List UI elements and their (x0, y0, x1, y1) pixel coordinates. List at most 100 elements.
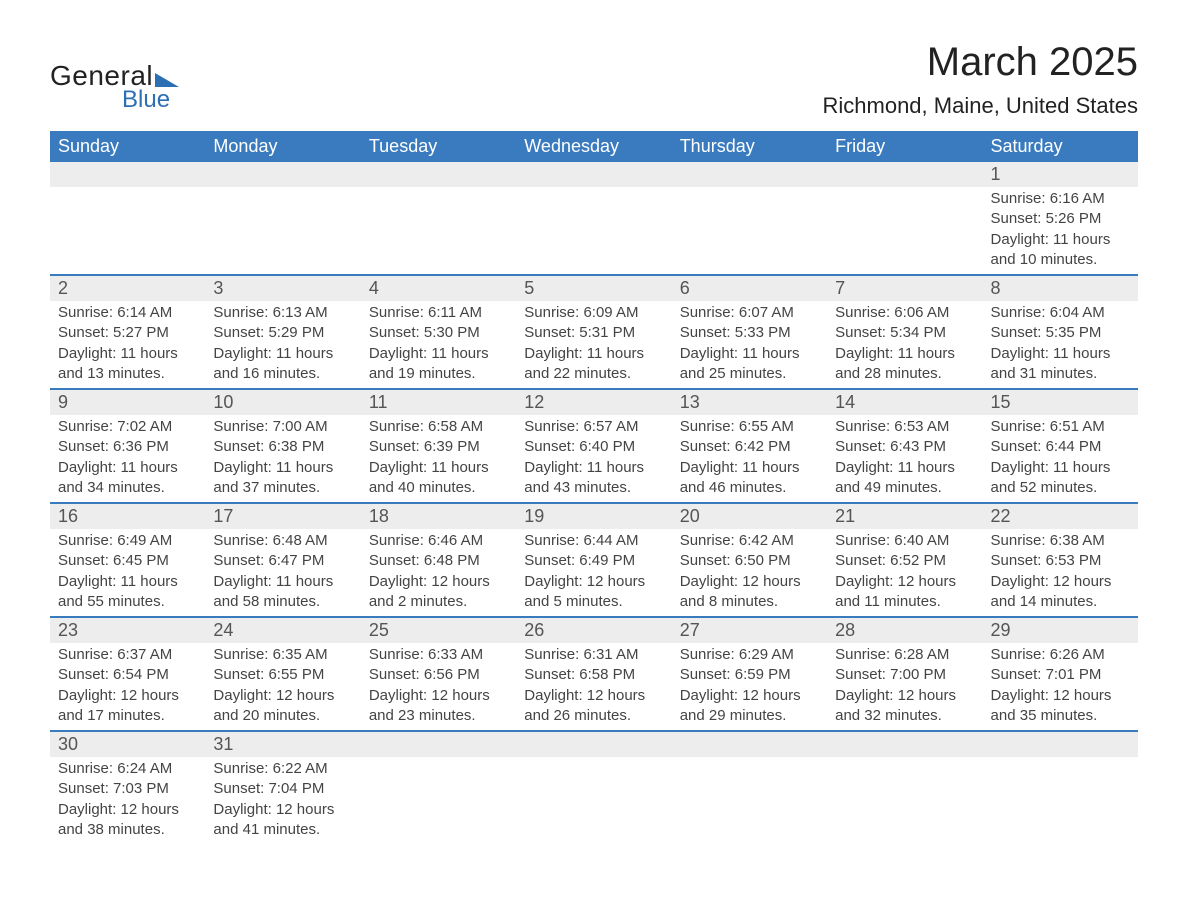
day-number-cell: 22 (983, 503, 1138, 529)
weekday-header: Monday (205, 131, 360, 162)
title-block: March 2025 Richmond, Maine, United State… (823, 40, 1139, 119)
day-content-cell (50, 187, 205, 275)
day-content: Sunrise: 6:38 AMSunset: 6:53 PMDaylight:… (983, 529, 1138, 616)
day-number-cell: 27 (672, 617, 827, 643)
day-number: 12 (516, 390, 671, 415)
day-content-cell (516, 757, 671, 844)
day-number-cell (205, 162, 360, 187)
day-content-cell (361, 757, 516, 844)
day-number-cell: 13 (672, 389, 827, 415)
day-number-cell: 15 (983, 389, 1138, 415)
day-number: 21 (827, 504, 982, 529)
day-content-cell: Sunrise: 6:42 AMSunset: 6:50 PMDaylight:… (672, 529, 827, 617)
day-number-cell (672, 731, 827, 757)
day-content: Sunrise: 6:55 AMSunset: 6:42 PMDaylight:… (672, 415, 827, 502)
day-number: 26 (516, 618, 671, 643)
day-content-cell: Sunrise: 6:49 AMSunset: 6:45 PMDaylight:… (50, 529, 205, 617)
day-number-cell (983, 731, 1138, 757)
day-number: 27 (672, 618, 827, 643)
day-number-cell (361, 731, 516, 757)
day-content-row: Sunrise: 6:16 AMSunset: 5:26 PMDaylight:… (50, 187, 1138, 275)
day-number-cell: 6 (672, 275, 827, 301)
day-content-cell: Sunrise: 7:00 AMSunset: 6:38 PMDaylight:… (205, 415, 360, 503)
day-content-cell: Sunrise: 6:29 AMSunset: 6:59 PMDaylight:… (672, 643, 827, 731)
day-number: 18 (361, 504, 516, 529)
day-number-cell: 24 (205, 617, 360, 643)
day-content: Sunrise: 6:11 AMSunset: 5:30 PMDaylight:… (361, 301, 516, 388)
day-number-row: 3031 (50, 731, 1138, 757)
day-content: Sunrise: 6:16 AMSunset: 5:26 PMDaylight:… (983, 187, 1138, 274)
day-content-cell: Sunrise: 6:28 AMSunset: 7:00 PMDaylight:… (827, 643, 982, 731)
day-content: Sunrise: 6:58 AMSunset: 6:39 PMDaylight:… (361, 415, 516, 502)
day-content-cell: Sunrise: 6:13 AMSunset: 5:29 PMDaylight:… (205, 301, 360, 389)
day-number: 5 (516, 276, 671, 301)
day-content-cell: Sunrise: 6:57 AMSunset: 6:40 PMDaylight:… (516, 415, 671, 503)
day-number: 25 (361, 618, 516, 643)
day-content-cell: Sunrise: 6:07 AMSunset: 5:33 PMDaylight:… (672, 301, 827, 389)
day-content-cell: Sunrise: 6:37 AMSunset: 6:54 PMDaylight:… (50, 643, 205, 731)
day-number-cell: 21 (827, 503, 982, 529)
day-number-cell: 7 (827, 275, 982, 301)
day-content-cell (827, 757, 982, 844)
day-number-cell: 31 (205, 731, 360, 757)
day-content: Sunrise: 6:35 AMSunset: 6:55 PMDaylight:… (205, 643, 360, 730)
day-content: Sunrise: 6:57 AMSunset: 6:40 PMDaylight:… (516, 415, 671, 502)
day-number: 10 (205, 390, 360, 415)
header: General Blue March 2025 Richmond, Maine,… (50, 40, 1138, 119)
day-number-cell: 28 (827, 617, 982, 643)
day-content-cell: Sunrise: 6:44 AMSunset: 6:49 PMDaylight:… (516, 529, 671, 617)
day-content-cell: Sunrise: 6:14 AMSunset: 5:27 PMDaylight:… (50, 301, 205, 389)
day-content: Sunrise: 7:00 AMSunset: 6:38 PMDaylight:… (205, 415, 360, 502)
day-content: Sunrise: 6:51 AMSunset: 6:44 PMDaylight:… (983, 415, 1138, 502)
location: Richmond, Maine, United States (823, 93, 1139, 119)
day-number-cell: 10 (205, 389, 360, 415)
day-content-cell: Sunrise: 6:40 AMSunset: 6:52 PMDaylight:… (827, 529, 982, 617)
weekday-header-row: SundayMondayTuesdayWednesdayThursdayFrid… (50, 131, 1138, 162)
day-content: Sunrise: 6:22 AMSunset: 7:04 PMDaylight:… (205, 757, 360, 844)
day-number-cell: 11 (361, 389, 516, 415)
day-content-cell: Sunrise: 6:58 AMSunset: 6:39 PMDaylight:… (361, 415, 516, 503)
day-content: Sunrise: 6:28 AMSunset: 7:00 PMDaylight:… (827, 643, 982, 730)
day-number: 30 (50, 732, 205, 757)
day-content-cell (516, 187, 671, 275)
day-number-cell: 3 (205, 275, 360, 301)
day-number: 11 (361, 390, 516, 415)
day-number: 8 (983, 276, 1138, 301)
logo: General Blue (50, 60, 179, 114)
day-number: 16 (50, 504, 205, 529)
day-content-row: Sunrise: 6:14 AMSunset: 5:27 PMDaylight:… (50, 301, 1138, 389)
day-number-cell: 2 (50, 275, 205, 301)
calendar-table: SundayMondayTuesdayWednesdayThursdayFrid… (50, 131, 1138, 844)
day-number: 4 (361, 276, 516, 301)
day-content-cell (983, 757, 1138, 844)
day-number-cell (361, 162, 516, 187)
day-content: Sunrise: 6:07 AMSunset: 5:33 PMDaylight:… (672, 301, 827, 388)
day-content-cell: Sunrise: 6:11 AMSunset: 5:30 PMDaylight:… (361, 301, 516, 389)
day-number-cell: 16 (50, 503, 205, 529)
day-content-cell: Sunrise: 6:09 AMSunset: 5:31 PMDaylight:… (516, 301, 671, 389)
day-number-cell (50, 162, 205, 187)
logo-text-blue: Blue (122, 86, 179, 114)
day-number-cell: 12 (516, 389, 671, 415)
day-number: 14 (827, 390, 982, 415)
day-number-cell: 19 (516, 503, 671, 529)
day-content-cell (205, 187, 360, 275)
day-number-cell: 23 (50, 617, 205, 643)
day-number: 7 (827, 276, 982, 301)
day-number: 24 (205, 618, 360, 643)
day-content: Sunrise: 6:46 AMSunset: 6:48 PMDaylight:… (361, 529, 516, 616)
day-content: Sunrise: 6:14 AMSunset: 5:27 PMDaylight:… (50, 301, 205, 388)
weekday-header: Thursday (672, 131, 827, 162)
day-number-cell (516, 731, 671, 757)
day-content-cell (672, 757, 827, 844)
day-content-cell: Sunrise: 6:35 AMSunset: 6:55 PMDaylight:… (205, 643, 360, 731)
weekday-header: Wednesday (516, 131, 671, 162)
day-number-row: 23242526272829 (50, 617, 1138, 643)
day-content-cell: Sunrise: 6:55 AMSunset: 6:42 PMDaylight:… (672, 415, 827, 503)
day-content-cell: Sunrise: 6:04 AMSunset: 5:35 PMDaylight:… (983, 301, 1138, 389)
weekday-header: Sunday (50, 131, 205, 162)
day-content: Sunrise: 6:24 AMSunset: 7:03 PMDaylight:… (50, 757, 205, 844)
day-number: 17 (205, 504, 360, 529)
day-number-cell: 29 (983, 617, 1138, 643)
day-content: Sunrise: 6:06 AMSunset: 5:34 PMDaylight:… (827, 301, 982, 388)
